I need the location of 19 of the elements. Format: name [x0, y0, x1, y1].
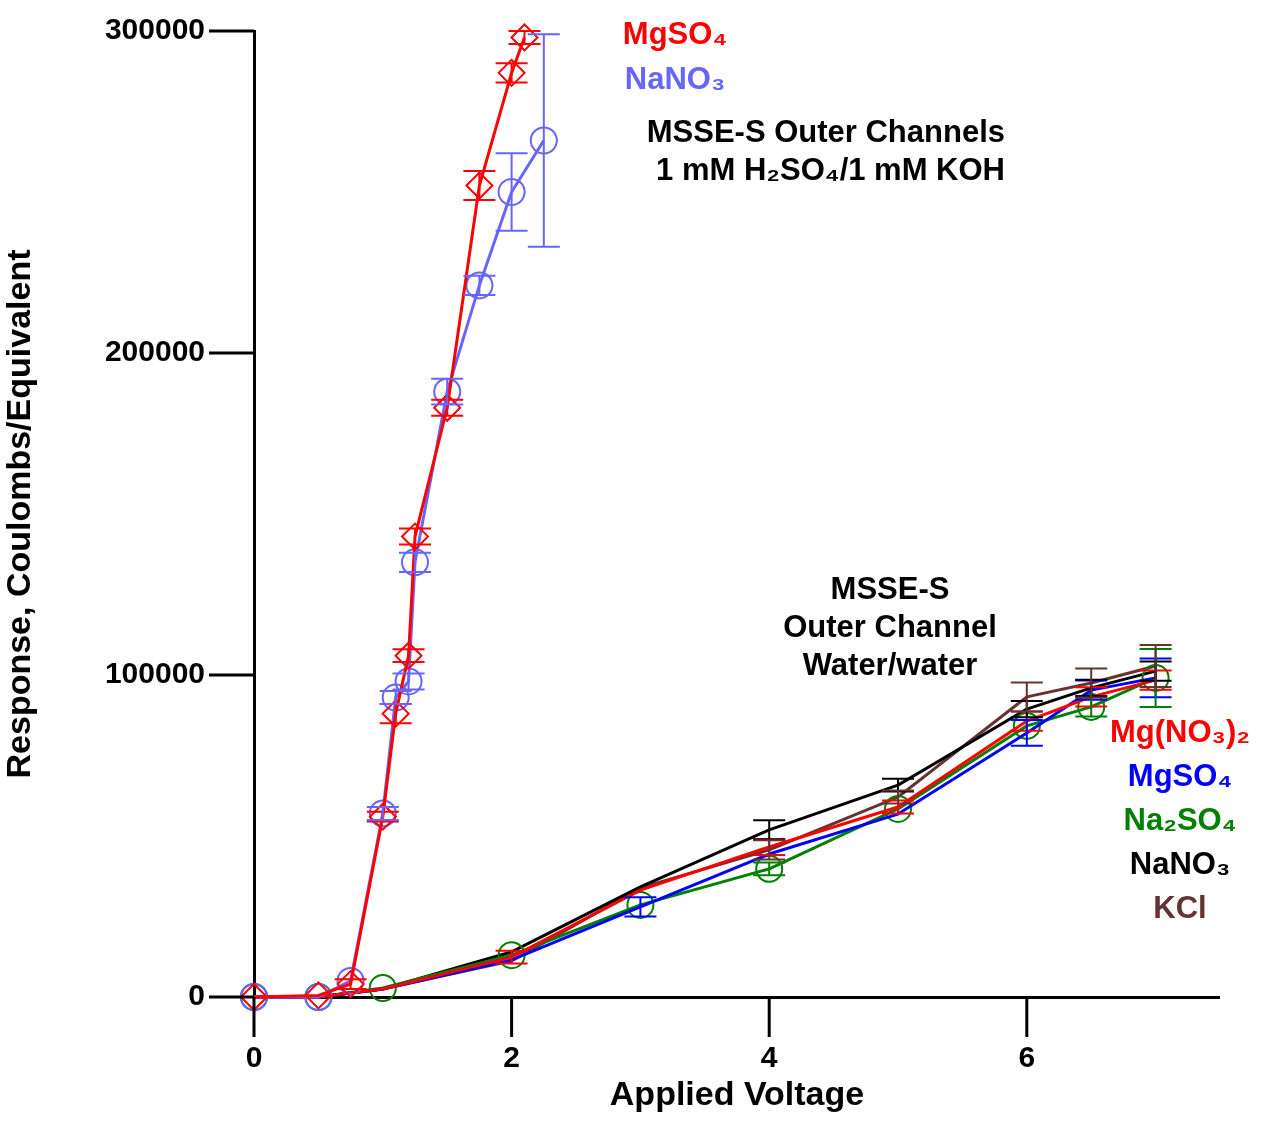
annotation: MSSE-S Outer Channel Water/water	[782, 570, 998, 684]
text: KCl	[1152, 889, 1208, 927]
y-tick-label: 300000	[104, 12, 205, 46]
text: NaNO₃	[1128, 845, 1232, 883]
x-tick-label: 0	[245, 1040, 263, 1074]
y-axis-title: Response, Coulombs/Equivalent	[0, 249, 37, 779]
x-axis-title: Applied Voltage	[609, 1073, 865, 1112]
x-tick-label: 2	[503, 1040, 520, 1074]
y-tick-label: 200000	[104, 334, 205, 368]
text: Na₂SO₄	[1122, 801, 1238, 839]
x-tick-label: 6	[1018, 1040, 1036, 1074]
annotation: MSSE-S Outer Channels 1 mM H₂SO₄/1 mM KOH	[645, 113, 1005, 189]
text: MgSO₄	[621, 15, 729, 53]
series-label: Mg(NO₃)₂	[1109, 713, 1251, 751]
text: NaNO₃	[623, 60, 727, 98]
text: MgSO₄	[1126, 757, 1234, 795]
y-tick-label: 0	[188, 978, 205, 1012]
x-tick-label: 4	[760, 1040, 778, 1074]
y-tick-label: 100000	[104, 656, 205, 690]
